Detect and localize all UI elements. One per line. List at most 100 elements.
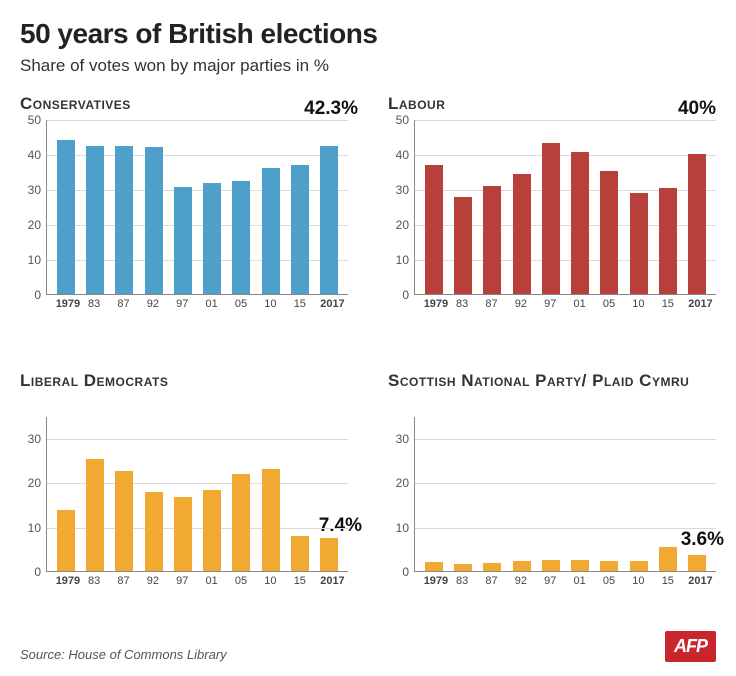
page-subtitle: Share of votes won by major parties in %: [20, 56, 716, 76]
x-tick-label: 01: [571, 298, 589, 310]
x-tick-label: 83: [85, 575, 103, 587]
bar: [600, 561, 618, 571]
x-tick-label: 1979: [56, 575, 74, 587]
bar: [659, 188, 677, 294]
afp-logo: AFP: [665, 631, 716, 662]
x-tick-label: 92: [144, 298, 162, 310]
x-tick-label: 92: [144, 575, 162, 587]
bar: [571, 560, 589, 571]
chart-area: 3.6%0102030197983879297010510152017: [414, 417, 716, 587]
bar: [571, 152, 589, 294]
x-tick-label: 97: [173, 575, 191, 587]
footer: Source: House of Commons Library AFP: [20, 631, 716, 662]
y-tick-label: 10: [396, 253, 415, 267]
bar: [145, 492, 163, 571]
x-tick-label: 97: [173, 298, 191, 310]
bar: [232, 474, 250, 571]
source-label: Source: House of Commons Library: [20, 647, 227, 662]
y-tick-label: 30: [396, 432, 415, 446]
x-tick-label: 97: [541, 298, 559, 310]
x-tick-label: 87: [114, 575, 132, 587]
x-tick-label: 05: [600, 298, 618, 310]
chart-panel: Conservatives42.3%0102030405019798387929…: [20, 94, 348, 347]
x-tick-label: 83: [85, 298, 103, 310]
chart-area: 40%01020304050197983879297010510152017: [414, 120, 716, 310]
x-tick-label: 15: [659, 298, 677, 310]
bars-container: [415, 417, 716, 571]
y-tick-label: 20: [28, 476, 47, 490]
plot: 0102030: [46, 417, 348, 572]
x-tick-label: 01: [571, 575, 589, 587]
bar: [542, 560, 560, 571]
y-tick-label: 20: [28, 218, 47, 232]
bar: [513, 561, 531, 571]
y-tick-label: 40: [28, 148, 47, 162]
y-tick-label: 50: [396, 113, 415, 127]
bar: [688, 154, 706, 294]
x-tick-label: 1979: [56, 298, 74, 310]
bar: [630, 193, 648, 295]
x-tick-label: 05: [600, 575, 618, 587]
bar: [86, 459, 104, 571]
x-labels: 197983879297010510152017: [46, 295, 348, 310]
bar: [174, 187, 192, 294]
bar: [203, 490, 221, 571]
bar: [542, 143, 560, 294]
panel-title: Conservatives: [20, 94, 348, 114]
x-tick-label: 1979: [424, 575, 442, 587]
chart-panel: Labour40%0102030405019798387929701051015…: [388, 94, 716, 347]
bars-container: [47, 417, 348, 571]
x-tick-label: 2017: [688, 298, 706, 310]
x-tick-label: 01: [203, 298, 221, 310]
plot: 0102030: [414, 417, 716, 572]
y-tick-label: 20: [396, 218, 415, 232]
x-tick-label: 87: [482, 298, 500, 310]
x-tick-label: 05: [232, 575, 250, 587]
x-tick-label: 87: [482, 575, 500, 587]
page-title: 50 years of British elections: [20, 18, 716, 50]
bars-container: [415, 120, 716, 294]
bar: [454, 564, 472, 571]
bar: [600, 171, 618, 294]
x-tick-label: 15: [659, 575, 677, 587]
bar: [86, 146, 104, 294]
x-tick-label: 15: [291, 575, 309, 587]
x-labels: 197983879297010510152017: [46, 572, 348, 587]
x-tick-label: 2017: [320, 575, 338, 587]
y-tick-label: 30: [28, 183, 47, 197]
bar: [483, 186, 501, 294]
panel-title: Labour: [388, 94, 716, 114]
x-tick-label: 05: [232, 298, 250, 310]
chart-area: 42.3%01020304050197983879297010510152017: [46, 120, 348, 310]
bar: [425, 562, 443, 571]
y-tick-label: 40: [396, 148, 415, 162]
x-tick-label: 2017: [320, 298, 338, 310]
chart-grid: Conservatives42.3% 0102030 40 50 1979 83 87 92 9…: [20, 94, 716, 624]
x-tick-label: 10: [629, 575, 647, 587]
bar: [115, 146, 133, 294]
x-tick-label: 10: [261, 298, 279, 310]
x-tick-label: 83: [453, 575, 471, 587]
x-tick-label: 10: [629, 298, 647, 310]
bar: [291, 536, 309, 571]
bar: [320, 538, 338, 571]
x-tick-label: 92: [512, 575, 530, 587]
bar: [57, 510, 75, 571]
bar: [630, 561, 648, 571]
bar: [320, 146, 338, 294]
bar: [454, 197, 472, 294]
x-tick-label: 92: [512, 298, 530, 310]
bar: [425, 165, 443, 294]
value-callout: 40%: [678, 98, 716, 120]
y-tick-label: 20: [396, 476, 415, 490]
x-labels: 197983879297010510152017: [414, 295, 716, 310]
bar: [262, 168, 280, 294]
x-tick-label: 1979: [424, 298, 442, 310]
panel-title: Scottish National Party/ Plaid Cymru: [388, 371, 716, 411]
y-tick-label: 10: [28, 253, 47, 267]
bar: [232, 181, 250, 294]
bar: [262, 469, 280, 571]
bar: [291, 165, 309, 294]
panel-title: Liberal Democrats: [20, 371, 348, 411]
value-callout: 42.3%: [304, 98, 358, 120]
